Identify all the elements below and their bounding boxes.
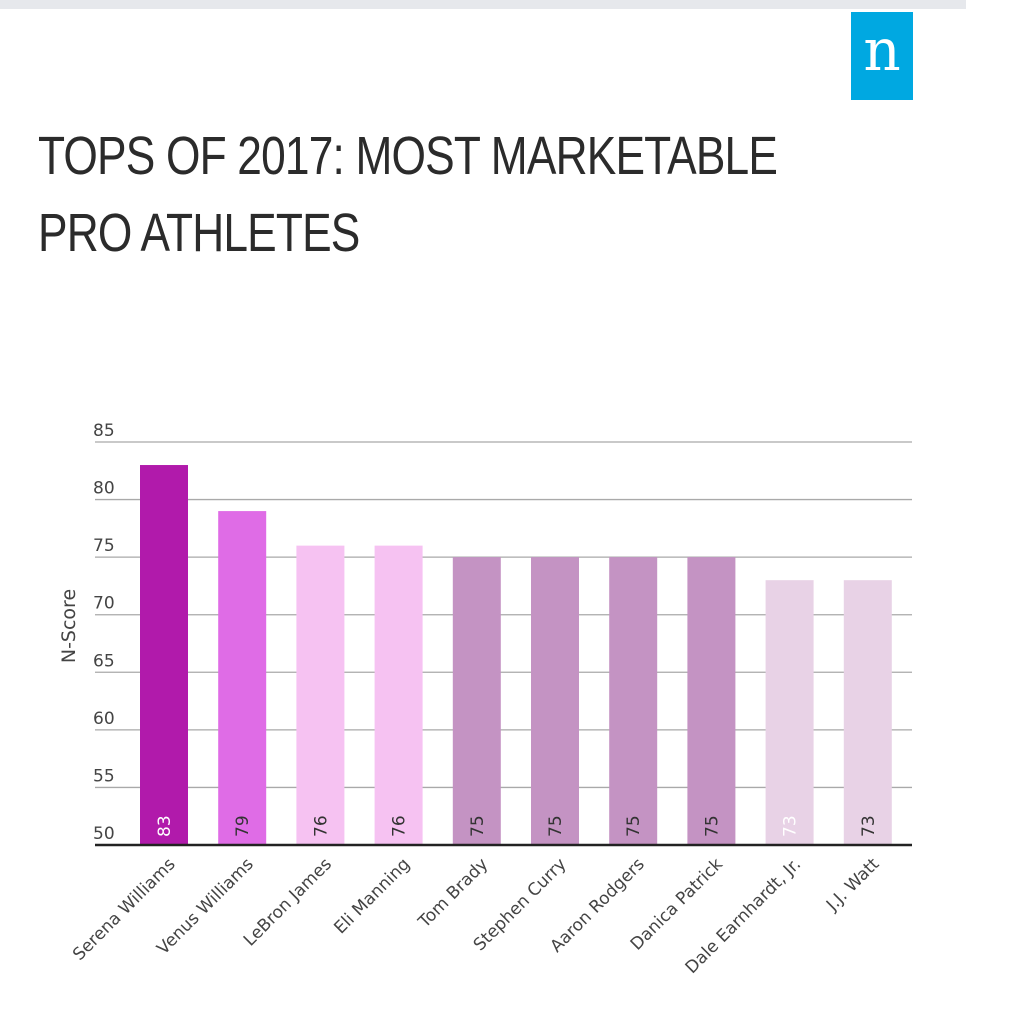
bar [765, 580, 814, 845]
nielsen-logo: n [851, 12, 913, 100]
bar [531, 557, 579, 845]
x-tick-label: Tom Brady [414, 854, 492, 932]
y-axis-label: N-Score [58, 589, 80, 663]
y-tick-label: 85 [93, 421, 115, 441]
bar-value-label: 75 [702, 815, 722, 837]
top-strip [0, 0, 966, 9]
y-tick-label: 60 [93, 709, 115, 729]
title-line-2: PRO ATHLETES [38, 202, 360, 263]
bar-value-label: 73 [781, 815, 801, 837]
bar [296, 545, 345, 845]
x-tick-label: Eli Manning [330, 854, 414, 938]
bar [218, 511, 267, 845]
bar [140, 465, 188, 845]
y-tick-label: 75 [93, 536, 115, 556]
x-tick-label: J.J. Watt [822, 854, 884, 916]
y-tick-label: 65 [93, 651, 115, 671]
y-tick-label: 55 [93, 766, 115, 786]
bar [687, 557, 736, 845]
y-tick-label: 80 [93, 479, 115, 499]
bar [843, 580, 892, 845]
bar-value-label: 75 [546, 815, 566, 837]
bar [374, 545, 423, 845]
bar-value-label: 76 [311, 815, 331, 837]
logo-letter: n [863, 16, 901, 84]
bar-value-label: 76 [390, 815, 410, 837]
bar-value-label: 75 [468, 815, 488, 837]
bar-value-label: 79 [233, 815, 253, 837]
y-tick-label: 50 [93, 824, 115, 844]
bar [609, 557, 658, 845]
y-tick-label: 70 [93, 594, 115, 614]
chart-title: TOPS OF 2017: MOST MARKETABLE PRO ATHLET… [38, 118, 778, 271]
bar-value-label: 83 [155, 815, 175, 837]
bar-value-label: 73 [859, 815, 879, 837]
bar [452, 557, 501, 845]
title-line-1: TOPS OF 2017: MOST MARKETABLE [38, 126, 778, 186]
bar-value-label: 75 [624, 815, 644, 837]
